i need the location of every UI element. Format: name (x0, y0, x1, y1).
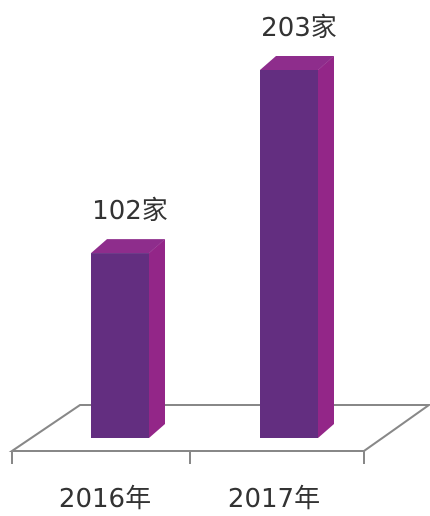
chart-floor (8, 404, 430, 464)
bar-2 (260, 56, 334, 438)
bar-front-face (260, 70, 318, 438)
bar-top-face (260, 56, 334, 70)
bar-side-face (318, 56, 334, 438)
bar-top-face (91, 239, 165, 254)
bar-front-face (91, 253, 149, 438)
bar-1 (91, 239, 165, 438)
x-tick-label: 2016年 (59, 484, 151, 514)
x-tick-label: 2017年 (228, 484, 320, 514)
floor-plane (8, 404, 430, 452)
label-layer: 102家 2016年 203家 2017年 (59, 13, 337, 514)
data-label: 102家 (92, 196, 168, 226)
bar-side-face (149, 239, 165, 438)
data-label: 203家 (261, 13, 337, 43)
bar-series (91, 56, 334, 438)
